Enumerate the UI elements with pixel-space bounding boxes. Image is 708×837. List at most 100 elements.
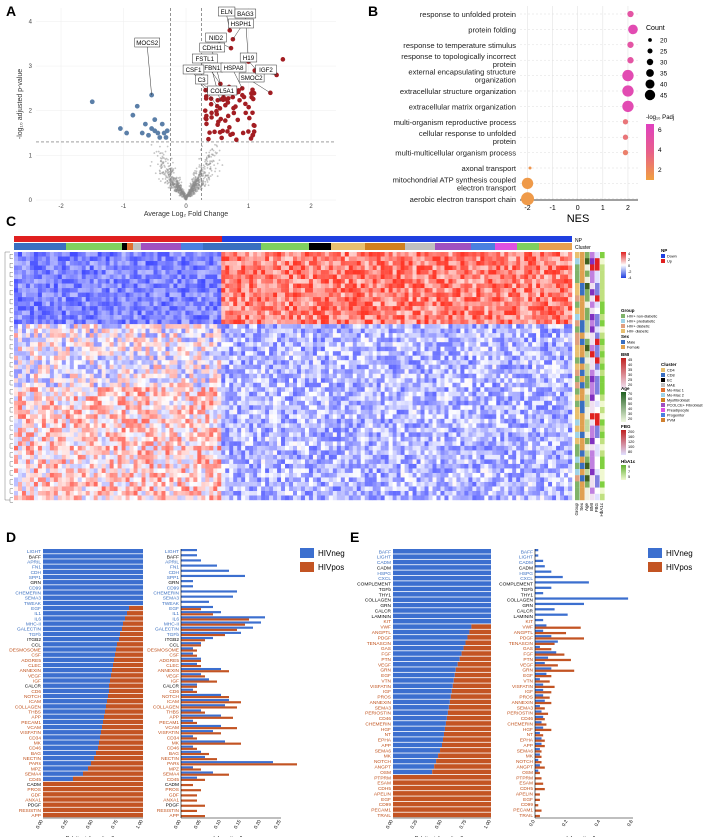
heatmap-cell: [125, 333, 130, 338]
heatmap-cell: [237, 346, 242, 352]
heatmap-cell: [416, 283, 421, 289]
heatmap-cell: [424, 283, 429, 289]
heatmap-cell: [145, 319, 150, 325]
heatmap-cell: [368, 292, 373, 298]
heatmap-cell: [404, 324, 409, 329]
heatmap-cell: [332, 324, 338, 329]
enrichment-xlabel: NES: [567, 213, 590, 225]
heatmap-cell: [420, 301, 425, 307]
heatmap-cell: [480, 279, 485, 284]
dendrogram-branch: [9, 416, 13, 422]
heatmap-cell: [304, 360, 310, 365]
heatmap-cell: [49, 265, 55, 271]
heatmap-cell: [368, 279, 373, 284]
heatmap-cell: [388, 360, 393, 365]
gene-label: SMOC2: [241, 75, 264, 82]
heatmap-cell: [25, 279, 31, 284]
heatmap-cell: [45, 256, 51, 262]
ns-point: [187, 191, 190, 194]
ns-point: [177, 177, 180, 179]
heatmap-cell: [424, 279, 429, 284]
heatmap-cell: [436, 288, 441, 293]
heatmap-cell: [348, 328, 353, 334]
heatmap-cell: [536, 261, 541, 266]
heatmap-cell: [185, 342, 190, 347]
heatmap-cell: [308, 328, 314, 334]
heatmap-cell: [261, 256, 266, 262]
heatmap-cell: [388, 342, 393, 347]
heatmap-cell: [21, 265, 27, 271]
heatmap-cell: [492, 297, 497, 302]
heatmap-cell: [89, 346, 94, 352]
heatmap-cell: [253, 310, 258, 316]
heatmap-cell: [372, 306, 377, 311]
heatmap-cell: [528, 328, 533, 334]
heatmap-cell: [17, 373, 23, 379]
heatmap-cell: [436, 279, 441, 284]
heatmap-cell: [37, 328, 43, 334]
ns-point: [164, 150, 167, 153]
heatmap-cell: [296, 306, 302, 311]
heatmap-cell: [221, 279, 226, 284]
heatmap-cell: [508, 270, 513, 275]
heatmap-cell: [532, 333, 537, 338]
heatmap-cell: [376, 301, 381, 307]
heatmap-cell: [97, 297, 102, 302]
heatmap-cell: [348, 319, 353, 325]
gene-label: FBN1: [204, 65, 220, 72]
ns-point: [182, 189, 185, 191]
heatmap-cell: [300, 306, 306, 311]
heatmap-cell: [332, 342, 338, 347]
ns-point: [197, 179, 200, 182]
heatmap-cell: [420, 279, 425, 284]
heatmap-cell: [125, 369, 130, 374]
panel-b-letter: B: [368, 3, 378, 19]
heatmap-cell: [81, 310, 86, 316]
heatmap-cell: [556, 355, 561, 361]
heatmap-cell: [528, 315, 533, 320]
heatmap-cell: [544, 337, 549, 343]
heatmap-cell: [209, 261, 214, 266]
heatmap-cell: [440, 319, 445, 325]
heatmap-cell: [133, 306, 138, 311]
heatmap-cell: [281, 274, 286, 280]
heatmap-cell: [376, 252, 381, 257]
heatmap-cell: [69, 265, 74, 271]
term-label: response to topologically incorrect: [401, 52, 517, 61]
heatmap-cell: [420, 270, 425, 275]
heatmap-cell: [472, 261, 477, 266]
heatmap-cell: [73, 342, 78, 347]
heatmap-cell: [105, 319, 110, 325]
heatmap-cell: [524, 369, 529, 374]
heatmap-cell: [197, 360, 202, 365]
heatmap-cell: [205, 270, 210, 275]
heatmap-cell: [416, 265, 421, 271]
heatmap-cell: [229, 279, 234, 284]
heatmap-cell: [173, 319, 178, 325]
heatmap-cell: [348, 252, 353, 257]
heatmap-cell: [14, 279, 19, 284]
heatmap-cell: [137, 355, 142, 361]
heatmap-cell: [412, 333, 417, 338]
heatmap-cell: [45, 274, 51, 280]
heatmap-cell: [440, 279, 445, 284]
heatmap-cell: [504, 265, 509, 271]
heatmap-cell: [41, 324, 47, 329]
heatmap-cell: [101, 373, 106, 379]
heatmap-cell: [45, 265, 51, 271]
heatmap-cell: [189, 274, 194, 280]
heatmap-cell: [101, 324, 106, 329]
heatmap-cell: [205, 328, 210, 334]
heatmap-cell: [265, 319, 270, 325]
heatmap-cell: [145, 270, 150, 275]
heatmap-cell: [137, 274, 142, 280]
heatmap-cell: [273, 355, 278, 361]
heatmap-cell: [352, 355, 357, 361]
heatmap-cell: [129, 369, 134, 374]
heatmap-cell: [229, 252, 234, 257]
heatmap-cell: [444, 360, 449, 365]
ns-point: [163, 157, 165, 160]
heatmap-cell: [448, 319, 453, 325]
heatmap-cell: [404, 274, 409, 280]
ns-point: [218, 149, 221, 152]
